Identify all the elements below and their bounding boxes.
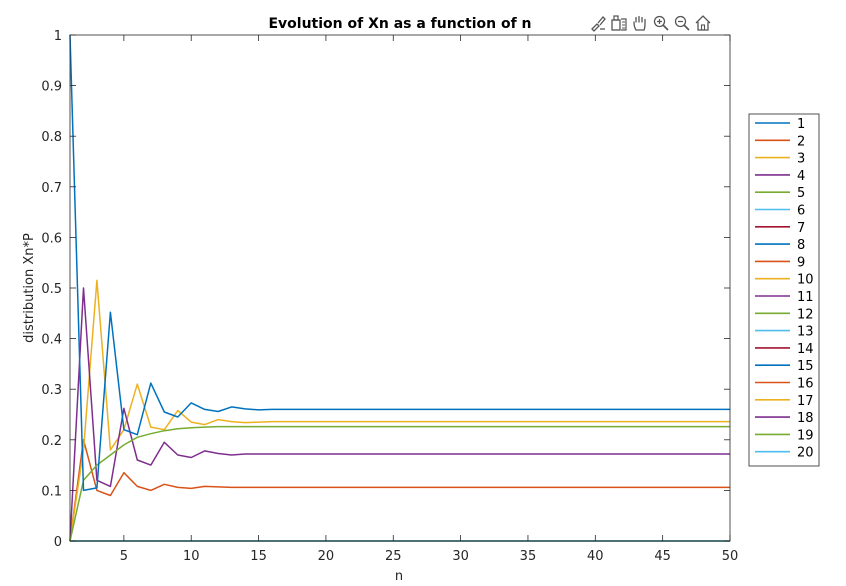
x-tick-label: 50 — [722, 549, 739, 564]
zoom-out-icon[interactable] — [672, 12, 692, 34]
y-tick-label: 0.3 — [41, 383, 62, 398]
legend-label-16: 16 — [797, 377, 814, 392]
y-tick-label: 0.4 — [41, 333, 62, 348]
legend-label-8: 8 — [797, 238, 805, 253]
legend-label-4: 4 — [797, 169, 805, 184]
x-tick-label: 25 — [385, 549, 402, 564]
legend-label-13: 13 — [797, 325, 814, 340]
x-tick-label: 45 — [654, 549, 671, 564]
x-tick-label: 15 — [250, 549, 267, 564]
x-tick-label: 20 — [318, 549, 335, 564]
legend-label-7: 7 — [797, 221, 805, 236]
plot-area: 5 10 15 20 25 30 35 40 45 50 0 0.1 0.2 0.3 0.4 0.5 0.6 0.… — [41, 29, 738, 564]
legend-label-11: 11 — [797, 290, 814, 305]
series-line-2 — [69, 439, 730, 542]
zoom-in-icon[interactable] — [651, 12, 671, 34]
legend-label-9: 9 — [797, 255, 805, 270]
legend-label-5: 5 — [797, 186, 805, 201]
y-tick-label: 0.6 — [41, 231, 62, 246]
y-axis-label: distribution Xn*P — [22, 233, 37, 343]
hand-pan-icon[interactable] — [630, 12, 650, 34]
y-tick-label: 0.5 — [41, 282, 62, 297]
legend-label-17: 17 — [797, 394, 814, 409]
y-tick-label: 0.8 — [41, 130, 62, 145]
y-tick-label: 0.7 — [41, 181, 62, 196]
y-tick-label: 0.2 — [41, 434, 62, 449]
x-tick-label: 30 — [452, 549, 469, 564]
legend-label-10: 10 — [797, 273, 814, 288]
figure-toolbar — [588, 12, 713, 36]
series-line-4 — [69, 287, 730, 542]
axes-background — [70, 35, 730, 541]
y-tick-label: 1 — [54, 29, 62, 44]
legend-label-19: 19 — [797, 428, 814, 443]
series-line-8 — [69, 34, 730, 492]
x-tick-label: 10 — [183, 549, 200, 564]
legend-box — [748, 113, 820, 467]
legend-label-2: 2 — [797, 134, 805, 149]
legend-label-6: 6 — [797, 204, 805, 219]
y-tick-label: 0.9 — [41, 80, 62, 95]
insert-legend-icon[interactable] — [609, 12, 629, 34]
x-tick-label: 40 — [587, 549, 604, 564]
home-icon[interactable] — [693, 12, 713, 34]
brush-icon[interactable] — [588, 12, 608, 34]
x-tick-label: 35 — [520, 549, 537, 564]
x-tick-label: 5 — [120, 549, 128, 564]
legend-label-15: 15 — [797, 359, 814, 374]
legend-label-14: 14 — [797, 342, 814, 357]
x-axis-label: n — [395, 569, 403, 584]
y-tick-label: 0 — [54, 535, 62, 550]
series-line-3 — [69, 279, 730, 542]
legend-label-1: 1 — [797, 117, 805, 132]
legend-label-20: 20 — [797, 446, 814, 461]
legend-label-18: 18 — [797, 411, 814, 426]
y-tick-label: 0.1 — [41, 484, 62, 499]
series-line-5 — [69, 425, 730, 542]
legend-label-12: 12 — [797, 307, 814, 322]
chart-title: Evolution of Xn as a function of n — [268, 16, 531, 32]
legend-label-3: 3 — [797, 152, 805, 167]
